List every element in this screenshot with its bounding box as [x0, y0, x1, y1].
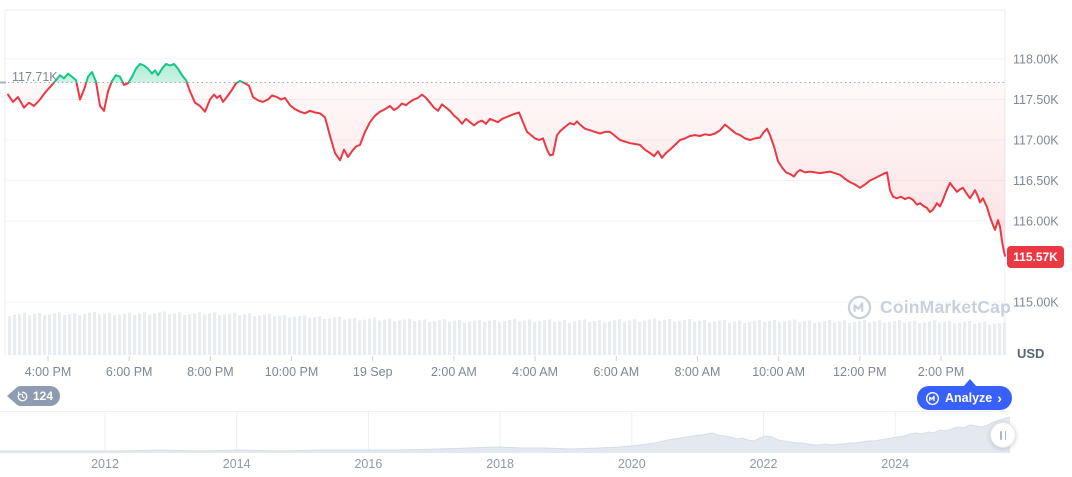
badge-tag-shape	[7, 386, 60, 406]
analyze-button[interactable]: Analyze ›	[917, 386, 1012, 410]
pause-icon	[1004, 430, 1006, 440]
year-label: 2012	[91, 457, 119, 471]
y-axis-label: 117.50K	[1013, 93, 1059, 107]
year-label: 2022	[750, 457, 778, 471]
navigator-year-labels: 2012 2014 2016 2018 2020 2022 2024	[91, 457, 909, 471]
history-count: 124	[32, 389, 53, 403]
navigator-area	[0, 417, 1010, 453]
x-axis-label: 2:00 PM	[918, 365, 965, 379]
navigator-area-edge	[0, 416, 1011, 452]
x-axis-label: 12:00 PM	[833, 365, 887, 379]
analyze-button-pointer	[963, 379, 977, 387]
pause-icon	[1000, 430, 1002, 440]
currency-unit-label: USD	[1017, 346, 1045, 361]
year-label: 2014	[223, 457, 251, 471]
y-axis-label: 115.00K	[1013, 296, 1059, 310]
watermark-text: CoinMarketCap	[880, 297, 1011, 317]
y-axis-label: 116.50K	[1013, 174, 1059, 188]
below-baseline-fill	[8, 82, 1005, 256]
volume-bars	[8, 311, 1007, 355]
x-axis-label: 4:00 PM	[25, 365, 72, 379]
x-axis-label: 8:00 PM	[187, 365, 234, 379]
x-axis-label: 2:00 AM	[431, 365, 477, 379]
year-label: 2020	[618, 457, 646, 471]
price-line-down	[7, 82, 1006, 257]
year-label: 2024	[881, 457, 909, 471]
year-label: 2016	[354, 457, 382, 471]
baseline-price-label: 117.71K	[12, 70, 58, 84]
price-line-up	[52, 62, 246, 83]
y-axis-label: 116.00K	[1013, 215, 1059, 229]
navigator-handle[interactable]	[990, 422, 1016, 448]
coinmarketcap-logo-icon	[846, 294, 873, 321]
x-axis-label: 6:00 PM	[106, 365, 153, 379]
x-axis: 4:00 PM 6:00 PM 8:00 PM 10:00 PM 19 Sep 2:00 …	[25, 356, 965, 379]
history-clock-icon	[16, 390, 29, 403]
chevron-right-icon: ›	[997, 389, 1002, 406]
y-axis-label: 117.00K	[1013, 134, 1059, 148]
history-count-badge[interactable]: 124	[6, 385, 62, 407]
analyze-button-label: Analyze	[945, 391, 993, 405]
watermark: CoinMarketCap	[846, 294, 1011, 321]
coinmarketcap-logo-icon	[925, 391, 940, 406]
price-chart-canvas[interactable]: 118.00K 117.50K 117.00K 116.50K 116.00K 115.0…	[0, 0, 1072, 410]
current-price-badge: 115.57K	[1007, 246, 1064, 268]
y-axis-labels: 118.00K 117.50K 117.00K 116.50K 116.00K 115.0…	[1013, 53, 1059, 310]
y-axis-label: 118.00K	[1013, 53, 1059, 67]
timeline-navigator[interactable]: 2012 2014 2016 2018 2020 2022 2024	[0, 410, 1072, 477]
x-axis-label: 8:00 AM	[675, 365, 721, 379]
x-axis-label: 10:00 AM	[752, 365, 805, 379]
x-axis-label: 19 Sep	[353, 365, 393, 379]
x-axis-label: 10:00 PM	[265, 365, 319, 379]
x-axis-label: 4:00 AM	[512, 365, 558, 379]
year-label: 2018	[486, 457, 514, 471]
above-baseline-fill	[54, 63, 244, 83]
x-axis-label: 6:00 AM	[593, 365, 639, 379]
